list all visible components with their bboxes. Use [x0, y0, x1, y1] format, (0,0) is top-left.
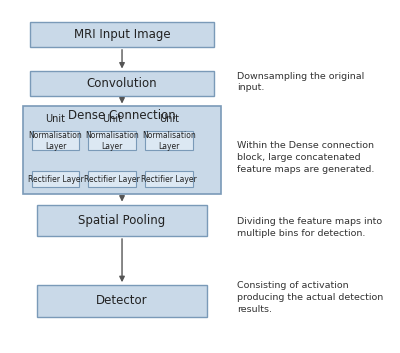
Text: Normalisation
Layer: Normalisation Layer: [29, 131, 82, 151]
Text: Dense Connection: Dense Connection: [68, 109, 176, 122]
FancyBboxPatch shape: [30, 22, 214, 47]
Text: Rectifier Layer: Rectifier Layer: [141, 175, 197, 184]
Text: Unit: Unit: [102, 114, 122, 124]
FancyBboxPatch shape: [145, 171, 193, 187]
Text: Within the Dense connection
block, large concatenated
feature maps are generated: Within the Dense connection block, large…: [237, 141, 375, 174]
FancyBboxPatch shape: [88, 171, 136, 187]
FancyBboxPatch shape: [88, 131, 136, 150]
FancyBboxPatch shape: [37, 204, 207, 236]
Text: Unit: Unit: [46, 114, 66, 124]
Text: Spatial Pooling: Spatial Pooling: [78, 214, 166, 227]
Text: Detector: Detector: [96, 294, 148, 307]
Text: Unit: Unit: [159, 114, 179, 124]
Text: Rectifier Layer: Rectifier Layer: [28, 175, 83, 184]
FancyBboxPatch shape: [30, 71, 214, 96]
Text: Normalisation
Layer: Normalisation Layer: [85, 131, 139, 151]
Text: Rectifier Layer: Rectifier Layer: [84, 175, 140, 184]
Text: Normalisation
Layer: Normalisation Layer: [142, 131, 196, 151]
FancyBboxPatch shape: [32, 171, 80, 187]
Text: Consisting of activation
producing the actual detection
results.: Consisting of activation producing the a…: [237, 281, 384, 313]
FancyBboxPatch shape: [37, 285, 207, 317]
Text: Downsampling the original
input.: Downsampling the original input.: [237, 72, 364, 92]
Text: Dividing the feature maps into
multiple bins for detection.: Dividing the feature maps into multiple …: [237, 217, 382, 238]
FancyBboxPatch shape: [145, 131, 193, 150]
FancyBboxPatch shape: [23, 107, 221, 194]
Text: Convolution: Convolution: [87, 77, 157, 90]
FancyBboxPatch shape: [32, 131, 80, 150]
Text: MRI Input Image: MRI Input Image: [74, 28, 170, 41]
